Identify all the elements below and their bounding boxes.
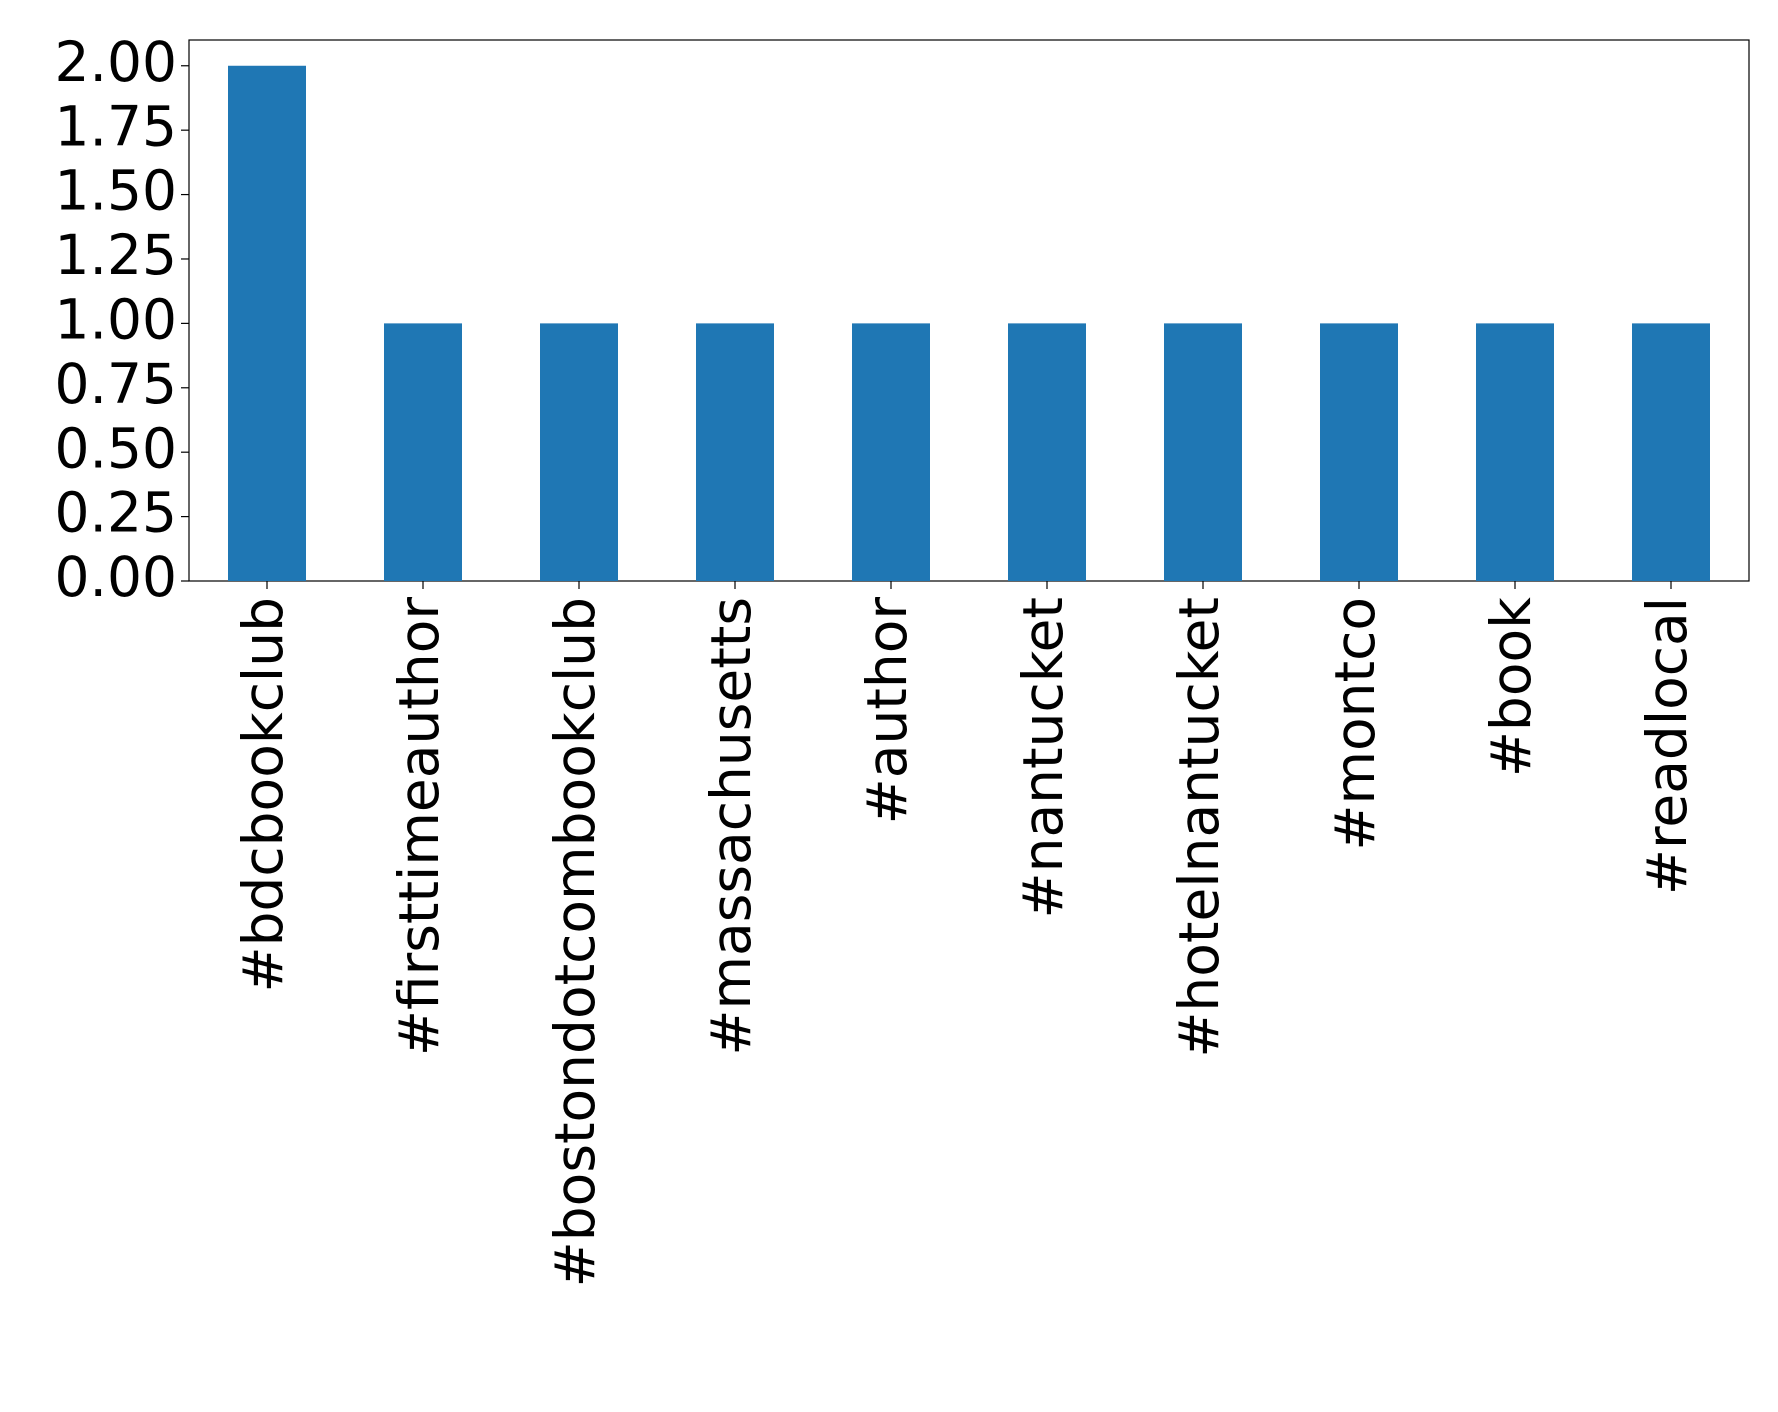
y-tick-label: 1.25 — [55, 223, 177, 287]
x-tick-label: #montco — [1323, 597, 1387, 851]
bar — [852, 323, 930, 581]
x-tick-label: #author — [855, 597, 919, 825]
x-tick-label: #book — [1479, 597, 1543, 777]
bar — [1008, 323, 1086, 581]
x-tick-label: #hotelnantucket — [1167, 597, 1231, 1058]
x-tick-label: #bostondotcombookclub — [543, 597, 607, 1287]
y-tick-label: 0.25 — [55, 481, 177, 545]
x-tick-label: #massachusetts — [699, 597, 763, 1056]
y-tick-label: 1.50 — [55, 159, 177, 223]
x-tick-label: #readlocal — [1635, 597, 1699, 895]
bar — [228, 65, 306, 581]
y-tick-label: 1.75 — [55, 94, 177, 158]
y-tick-label: 0.00 — [55, 545, 177, 609]
y-tick-label: 1.00 — [55, 288, 177, 352]
bar — [696, 323, 774, 581]
y-tick-label: 2.00 — [55, 30, 177, 94]
bar — [540, 323, 618, 581]
x-tick-label: #bdcbookclub — [231, 597, 295, 993]
bar — [1164, 323, 1242, 581]
x-tick-label: #nantucket — [1011, 597, 1075, 918]
x-tick-label: #firsttimeauthor — [387, 597, 451, 1056]
bar — [384, 323, 462, 581]
plot-frame — [188, 39, 1750, 582]
y-tick-label: 0.75 — [55, 352, 177, 416]
bar — [1320, 323, 1398, 581]
bar — [1632, 323, 1710, 581]
bar — [1476, 323, 1554, 581]
y-tick-label: 0.50 — [55, 416, 177, 480]
